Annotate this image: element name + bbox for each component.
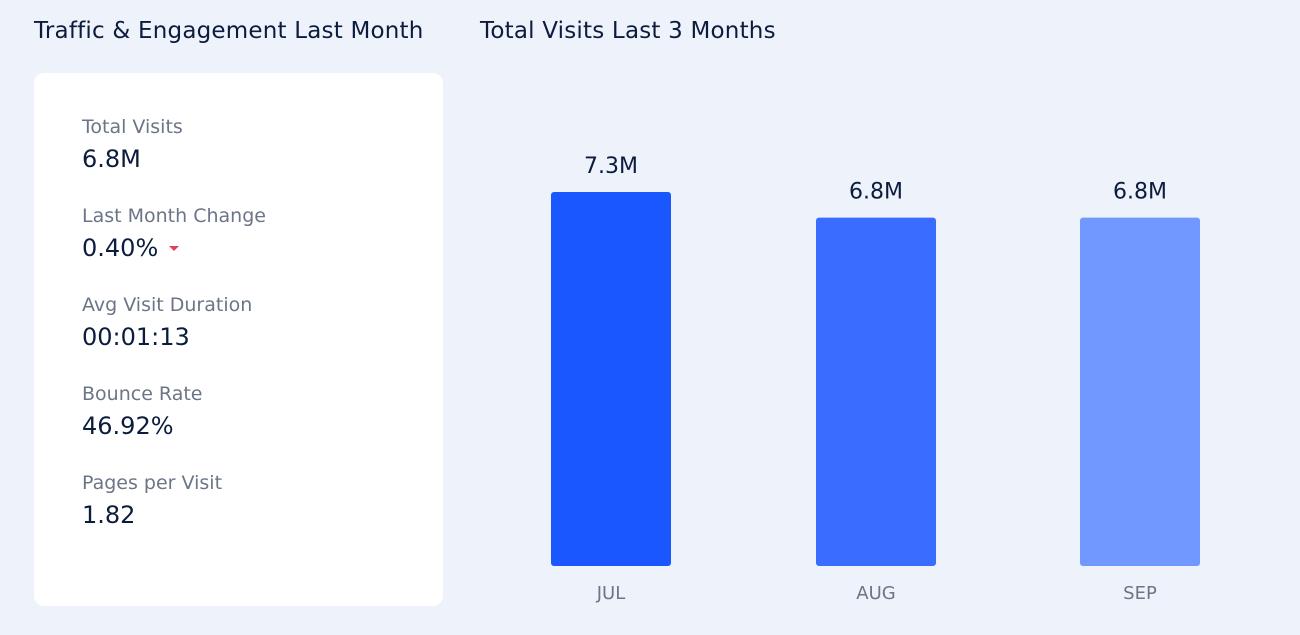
metric-bounce-rate: Bounce Rate 46.92% [82,383,203,440]
category-tick-label: SEP [1123,583,1157,604]
metric-value-text: 1.82 [82,501,136,529]
category-tick-label: JUL [596,583,626,604]
metric-last-month-change: Last Month Change 0.40% [82,205,266,262]
metric-label: Bounce Rate [82,383,203,405]
metric-pages-per-visit: Pages per Visit 1.82 [82,472,222,529]
traffic-engagement-title: Traffic & Engagement Last Month [34,18,424,44]
metric-value-text: 46.92% [82,412,174,440]
metric-label: Pages per Visit [82,472,223,494]
bar-sep[interactable] [1080,217,1200,566]
metric-value-text: 0.40% [82,234,159,262]
metric-value: 6.8M [82,145,183,173]
bar-value-label: 7.3M [584,154,638,179]
metric-value: 00:01:13 [82,323,252,351]
metric-value-text: 6.8M [82,145,141,173]
metric-label: Avg Visit Duration [82,294,253,316]
engagement-metrics-card: Total Visits 6.8M Last Month Change 0.40… [34,73,443,606]
metric-label: Total Visits [82,116,183,138]
metric-value: 0.40% [82,234,266,262]
metric-total-visits: Total Visits 6.8M [82,116,183,173]
metric-value: 1.82 [82,501,222,529]
caret-down-icon [169,245,180,251]
bar-aug[interactable] [816,217,936,566]
metric-label: Last Month Change [82,205,266,227]
bar-jul[interactable] [551,192,671,566]
bar-value-label: 6.8M [1113,180,1167,205]
metric-value-text: 00:01:13 [82,323,190,351]
total-visits-title: Total Visits Last 3 Months [480,18,776,44]
metric-avg-visit-duration: Avg Visit Duration 00:01:13 [82,294,252,351]
metric-value: 46.92% [82,412,203,440]
total-visits-bar-chart: 7.3M JUL 6.8M AUG 6.8M SEP [551,154,1200,604]
bar-value-label: 6.8M [849,180,903,205]
category-tick-label: AUG [856,583,895,604]
